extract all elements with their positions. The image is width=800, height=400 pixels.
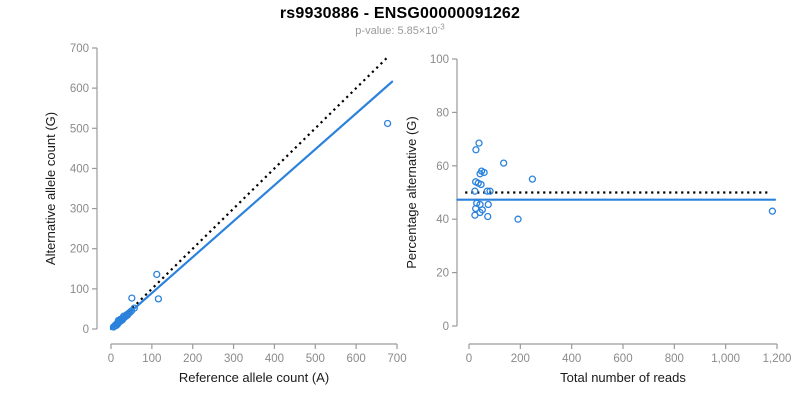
x-tick-label: 0 bbox=[466, 353, 472, 365]
y-axis-title: Percentage alternative (G) bbox=[404, 116, 419, 268]
y-tick-label: 0 bbox=[443, 321, 449, 333]
data-point bbox=[471, 187, 479, 195]
x-tick-label: 200 bbox=[511, 353, 530, 365]
data-point bbox=[383, 119, 392, 128]
data-point bbox=[472, 204, 480, 213]
x-tick-label: 600 bbox=[347, 353, 366, 365]
data-point bbox=[480, 168, 488, 177]
x-tick-label: 0 bbox=[108, 353, 114, 365]
y-tick-label: 200 bbox=[70, 244, 89, 256]
allele-count-scatter-panel: 0 100 200 300 400 500 600 700 0 100 200 300 400 500 60… bbox=[43, 43, 407, 385]
data-point bbox=[486, 187, 494, 195]
y-tick-label: 500 bbox=[70, 123, 89, 135]
x-axis-title: Reference allele count (A) bbox=[179, 370, 329, 385]
x-tick-label: 200 bbox=[183, 353, 202, 365]
y-tick-label: 60 bbox=[436, 161, 449, 173]
y-tick-label: 700 bbox=[70, 43, 89, 55]
x-tick-label: 400 bbox=[265, 353, 284, 365]
data-point bbox=[153, 270, 161, 279]
page-title: rs9930886 - ENSG00000091262 bbox=[279, 5, 521, 22]
x-tick-label: 600 bbox=[613, 353, 632, 365]
y-tick-label: 600 bbox=[70, 83, 89, 95]
data-point bbox=[477, 180, 485, 189]
data-point bbox=[471, 211, 479, 219]
data-point bbox=[476, 170, 484, 178]
data-point bbox=[130, 304, 138, 312]
x-tick-label: 100 bbox=[142, 353, 161, 365]
percentage-reads-scatter-panel: 0 20 40 60 80 100 0 200 400 600 800 1,000 1,200 Total… bbox=[404, 54, 791, 385]
data-point bbox=[126, 308, 134, 317]
x-axis-title: Total number of reads bbox=[560, 370, 686, 385]
x-tick-label: 1,000 bbox=[711, 353, 740, 365]
data-point bbox=[499, 159, 508, 167]
y-tick-label: 20 bbox=[436, 268, 449, 280]
pvalue-subtitle: p-value: 5.85×10-3 bbox=[0, 22, 800, 37]
data-point bbox=[514, 215, 522, 223]
x-tick-label: 800 bbox=[665, 353, 684, 365]
data-point bbox=[154, 295, 163, 303]
y-tick-label: 0 bbox=[83, 324, 89, 336]
y-tick-label: 400 bbox=[70, 163, 89, 175]
data-point bbox=[484, 212, 492, 221]
x-tick-label: 1,200 bbox=[763, 353, 792, 365]
y-tick-label: 100 bbox=[70, 284, 89, 296]
data-point bbox=[528, 175, 537, 183]
data-point bbox=[128, 294, 136, 302]
y-axis-title: Alternative allele count (G) bbox=[43, 112, 58, 265]
y-tick-label: 100 bbox=[430, 54, 449, 66]
data-point bbox=[483, 187, 491, 195]
regression-line bbox=[109, 80, 394, 331]
data-point bbox=[475, 139, 483, 147]
data-point bbox=[768, 207, 777, 215]
y-tick-label: 300 bbox=[70, 204, 89, 216]
pvalue-exponent: -3 bbox=[437, 22, 445, 32]
data-point bbox=[472, 146, 480, 154]
y-tick-label: 80 bbox=[436, 107, 449, 119]
x-tick-label: 400 bbox=[562, 353, 581, 365]
pvalue-text: p-value: 5.85×10 bbox=[355, 25, 438, 37]
x-tick-label: 300 bbox=[224, 353, 243, 365]
x-tick-label: 700 bbox=[387, 353, 406, 365]
data-point bbox=[484, 200, 492, 209]
identity-line bbox=[110, 56, 389, 330]
y-tick-label: 40 bbox=[436, 214, 449, 226]
x-tick-label: 500 bbox=[306, 353, 325, 365]
